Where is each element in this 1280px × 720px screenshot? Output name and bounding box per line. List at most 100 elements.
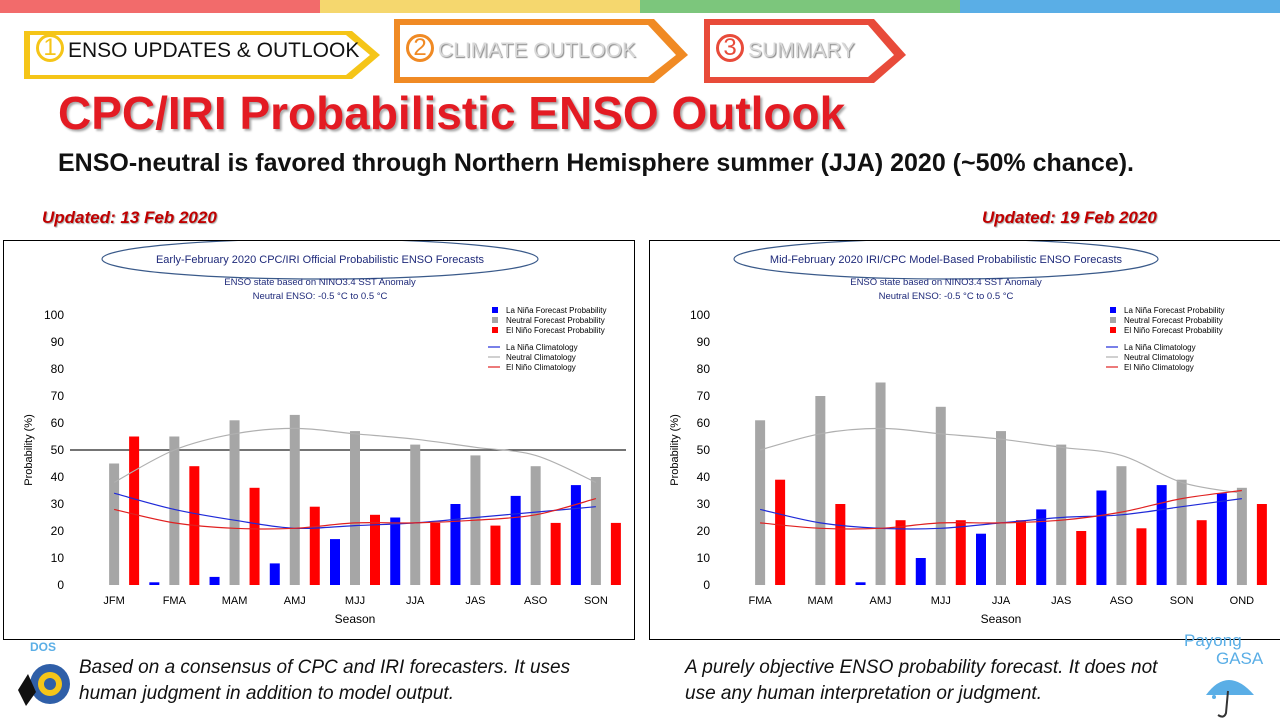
x-tick-label: OND	[1230, 595, 1255, 607]
bar-neutral	[229, 420, 240, 585]
bar-el-nino	[490, 525, 501, 585]
x-tick-label: SON	[584, 595, 608, 607]
x-tick-label: JJA	[406, 595, 425, 607]
y-tick-label: 80	[51, 362, 65, 376]
bar-neutral	[1176, 479, 1187, 585]
legend-label: Neutral Forecast Probability	[506, 316, 605, 325]
bar-el-nino	[430, 522, 441, 585]
strip-segment-yellow	[320, 0, 640, 13]
y-tick-label: 50	[697, 443, 711, 457]
tab-label: SUMMARY	[748, 39, 855, 62]
top-color-strip	[0, 0, 1280, 13]
y-tick-label: 100	[44, 308, 64, 322]
tab-enso-updates[interactable]: 1 ENSO UPDATES & OUTLOOK	[22, 17, 384, 85]
bar-la-nina	[390, 517, 401, 585]
bar-el-nino	[1256, 504, 1267, 585]
chart-subtitle: ENSO state based on NINO3.4 SST Anomaly	[224, 277, 416, 288]
x-tick-label: MAM	[807, 595, 833, 607]
bar-la-nina	[269, 563, 280, 585]
y-axis-label: Probability (%)	[669, 414, 681, 486]
x-tick-label: AMJ	[284, 595, 306, 607]
y-tick-label: 50	[51, 443, 65, 457]
climatology-line-la-nina	[113, 492, 596, 530]
slide-subtitle: ENSO-neutral is favored through Northern…	[58, 149, 1135, 177]
bar-el-nino	[370, 514, 380, 585]
bar-la-nina	[1156, 485, 1167, 585]
chart-title: Early-February 2020 CPC/IRI Official Pro…	[156, 254, 485, 266]
bar-la-nina	[510, 495, 521, 585]
bar-el-nino	[550, 522, 561, 585]
bar-neutral	[530, 466, 541, 585]
left-updated-label: Updated: 13 Feb 2020	[42, 208, 217, 227]
bar-la-nina	[209, 576, 220, 585]
climatology-line-el-nino	[113, 498, 597, 530]
chart-subtitle: Neutral ENSO: -0.5 °C to 0.5 °C	[253, 291, 388, 302]
legend-label: La Niña Forecast Probability	[506, 306, 607, 315]
bar-el-nino	[895, 520, 906, 585]
bar-la-nina	[976, 533, 986, 585]
bar-el-nino	[1136, 528, 1147, 585]
tab-climate-outlook[interactable]: 2 CLIMATE OUTLOOK	[392, 17, 692, 85]
logo-text-pagasa: GASA	[1216, 649, 1264, 668]
bar-neutral	[169, 436, 180, 585]
y-tick-label: 80	[697, 362, 711, 376]
bar-neutral	[289, 414, 300, 585]
tab-number-badge: 2	[406, 34, 434, 62]
tab-summary[interactable]: 3 SUMMARY	[702, 17, 910, 85]
tab-arrow-shape	[24, 31, 380, 79]
legend-swatch	[1110, 317, 1116, 323]
legend-label: Neutral Forecast Probability	[1124, 316, 1223, 325]
bar-neutral	[815, 396, 826, 585]
right-caption: A purely objective ENSO probability fore…	[685, 657, 1158, 704]
bar-la-nina	[855, 582, 866, 585]
y-axis-label: Probability (%)	[23, 414, 35, 486]
bar-neutral	[590, 477, 601, 585]
bar-la-nina	[149, 582, 160, 585]
x-axis-label: Season	[981, 612, 1022, 626]
tab-label: CLIMATE OUTLOOK	[438, 39, 636, 62]
bar-neutral	[410, 444, 421, 585]
bar-la-nina	[1096, 490, 1107, 585]
pagasa-seal-icon	[18, 664, 70, 706]
umbrella-icon	[1206, 680, 1254, 718]
bar-neutral	[109, 463, 120, 585]
x-tick-label: AMJ	[870, 595, 892, 607]
bar-el-nino	[1196, 520, 1207, 585]
y-tick-label: 20	[51, 524, 65, 538]
y-tick-label: 40	[697, 470, 711, 484]
x-tick-label: JFM	[103, 595, 124, 607]
right-updated-label: Updated: 19 Feb 2020	[982, 208, 1157, 227]
y-tick-label: 0	[57, 578, 64, 592]
climatology-line-el-nino	[760, 489, 1242, 530]
x-tick-label: ASO	[1110, 595, 1134, 607]
x-axis-label: Season	[335, 612, 376, 626]
bar-neutral	[935, 406, 946, 585]
chart-subtitle: Neutral ENSO: -0.5 °C to 0.5 °C	[879, 291, 1014, 302]
legend-swatch	[492, 307, 498, 313]
title-ellipse	[733, 241, 1159, 280]
x-tick-label: SON	[1170, 595, 1194, 607]
bar-el-nino	[309, 506, 320, 585]
bar-el-nino	[955, 520, 966, 585]
tab-number-badge: 3	[716, 34, 744, 62]
bar-el-nino	[835, 504, 846, 585]
legend-swatch	[492, 317, 498, 323]
legend-label: Neutral Climatology	[506, 353, 576, 362]
x-tick-label: ASO	[524, 595, 548, 607]
y-tick-label: 20	[697, 524, 711, 538]
y-tick-label: 90	[697, 335, 711, 349]
bar-neutral	[755, 420, 766, 585]
tab-label: ENSO UPDATES & OUTLOOK	[68, 39, 360, 62]
legend-label: La Niña Climatology	[1124, 343, 1196, 352]
bar-el-nino	[129, 436, 140, 585]
y-tick-label: 10	[697, 551, 711, 565]
bar-neutral	[875, 382, 886, 585]
bar-neutral	[1236, 487, 1247, 585]
x-tick-label: MJJ	[931, 595, 951, 607]
bar-neutral	[350, 431, 360, 585]
bar-la-nina	[330, 539, 340, 585]
strip-segment-blue	[960, 0, 1280, 13]
y-tick-label: 70	[51, 389, 65, 403]
bar-el-nino	[610, 522, 621, 585]
right-enso-chart: Mid-February 2020 IRI/CPC Model-Based Pr…	[669, 241, 1267, 626]
